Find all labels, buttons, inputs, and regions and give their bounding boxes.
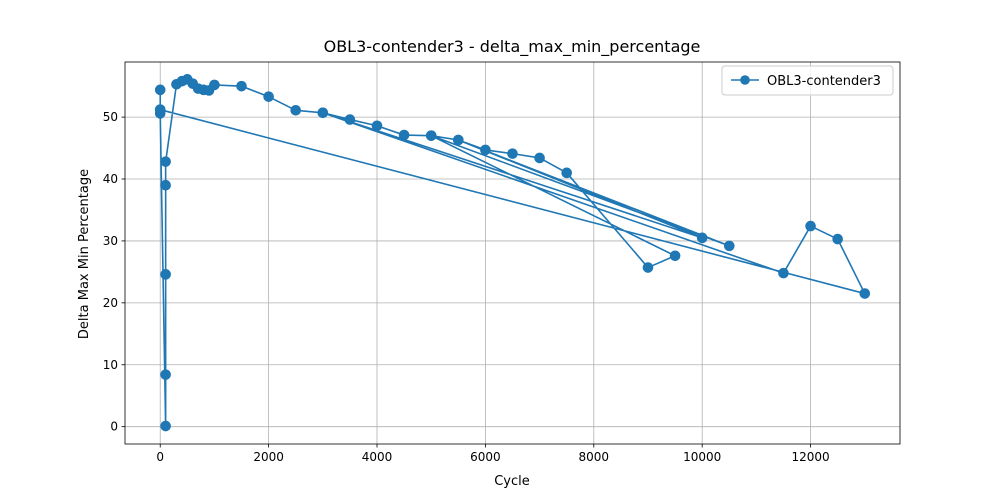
data-point [480, 144, 491, 156]
data-point [507, 148, 518, 159]
data-point [160, 269, 171, 280]
data-point [859, 288, 871, 299]
x-tick-label: 2000 [253, 450, 284, 464]
data-point [669, 250, 681, 262]
data-point [344, 114, 356, 125]
data-point [723, 240, 735, 252]
plot-frame [124, 61, 901, 445]
y-tick-label: 30 [103, 234, 118, 248]
y-tick-label: 40 [103, 172, 118, 186]
data-point [160, 420, 171, 432]
tick-layer: 0 2000 4000 6000 8000 10000 12000 0 10 20 30 40 50 [103, 110, 830, 464]
data-point [154, 84, 166, 96]
data-point [805, 220, 816, 232]
x-axis-label: Cycle [494, 474, 530, 489]
data-point [832, 233, 843, 245]
data-point [453, 134, 464, 146]
data-point [290, 104, 302, 116]
y-axis-label: Delta Max Min Percentage [77, 169, 92, 339]
data-point [425, 130, 437, 141]
x-tick-label: 4000 [362, 450, 393, 464]
data-point [371, 120, 383, 132]
data-point [160, 179, 171, 191]
data-point [561, 167, 572, 179]
chart-title: OBL3-contender3 - delta_max_min_percenta… [324, 37, 701, 57]
data-point [317, 107, 329, 119]
data-point [154, 104, 166, 115]
legend: OBL3-contender3 [721, 65, 894, 96]
data-point [642, 262, 654, 273]
data-layer [154, 74, 871, 432]
data-point [263, 91, 274, 102]
x-tick-label: 10000 [683, 450, 721, 464]
y-tick-label: 50 [103, 110, 118, 124]
x-tick-label: 0 [156, 450, 164, 464]
y-tick-label: 0 [110, 420, 118, 434]
data-point [398, 129, 410, 141]
x-tick-label: 12000 [791, 450, 829, 464]
y-tick-label: 10 [103, 358, 118, 372]
data-point [160, 369, 171, 380]
legend-label: OBL3-contender3 [767, 74, 881, 89]
legend-marker-swatch [740, 75, 750, 85]
y-tick-label: 20 [103, 296, 118, 310]
data-point [160, 156, 171, 167]
data-point [778, 267, 789, 279]
data-point [236, 80, 247, 92]
data-point [534, 152, 545, 164]
legend-box [721, 65, 894, 96]
x-tick-label: 8000 [579, 450, 610, 464]
data-point [209, 79, 220, 91]
x-tick-label: 6000 [470, 450, 501, 464]
data-point [696, 232, 708, 244]
